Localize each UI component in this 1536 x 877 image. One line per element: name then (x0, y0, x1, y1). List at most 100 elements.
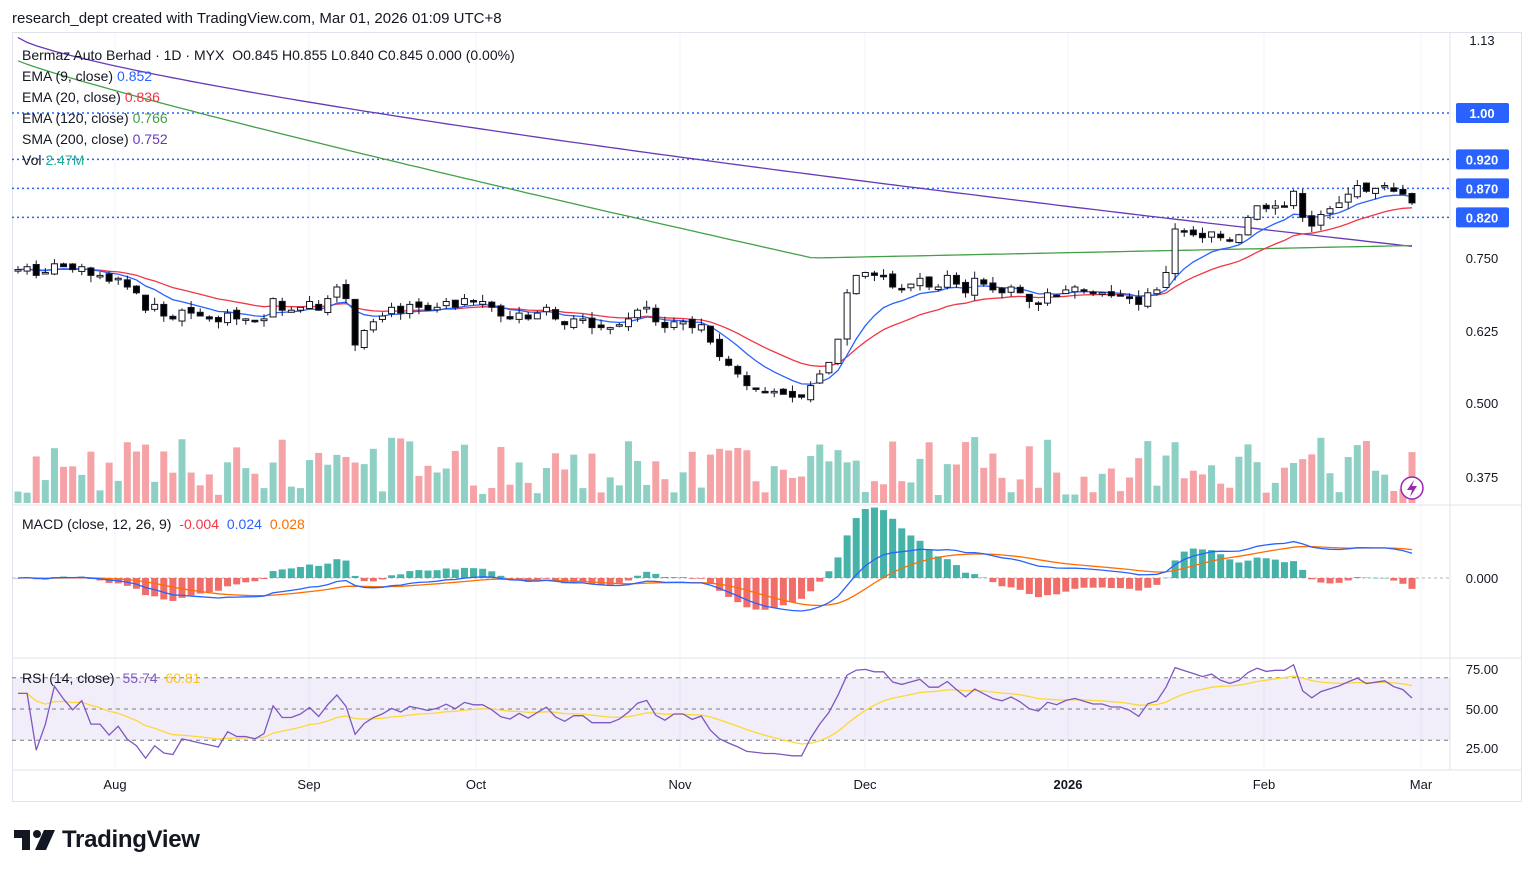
candle-body (169, 315, 177, 320)
volume-bar (980, 467, 988, 503)
candle-body (142, 294, 150, 311)
candle-body (515, 312, 523, 320)
volume-bar (889, 441, 897, 503)
candle-body (1025, 293, 1033, 303)
main-legend: Bermaz Auto Berhad · 1D · MYX O0.845 H0.… (22, 45, 519, 171)
candle-body (952, 274, 960, 285)
macd-hist-bar (889, 518, 897, 578)
legend-ema20-label: EMA (20, close) (22, 89, 121, 105)
macd-hist-bar (433, 570, 441, 578)
volume-bar (743, 450, 751, 503)
candle-body (761, 390, 769, 394)
volume-bar (296, 488, 304, 503)
candle-body (1244, 216, 1252, 236)
volume-bar (952, 464, 960, 503)
chart-frame[interactable] (12, 32, 1522, 802)
tradingview-logo-icon (14, 830, 55, 850)
ema20-line (17, 207, 1413, 367)
volume-bar (1253, 462, 1261, 503)
macd-signal-line (17, 545, 1413, 607)
candle-body (1089, 291, 1097, 295)
legend-vol-value: 2.47M (45, 152, 85, 168)
volume-bar (697, 487, 705, 503)
macd-hist-bar (1162, 577, 1170, 579)
candle-body (497, 305, 505, 317)
candle-body (160, 303, 168, 317)
lightning-icon-bolt (1407, 480, 1417, 497)
volume-bar (214, 494, 222, 503)
level-tag-label: 0.920 (1466, 152, 1499, 167)
volume-bar (852, 460, 860, 503)
volume-bar (160, 451, 168, 503)
candle-body (725, 358, 733, 366)
macd-hist-bar (442, 568, 450, 578)
candle-body (561, 321, 569, 326)
macd-hist-bar (880, 510, 888, 578)
macd-hist-bar (388, 575, 396, 578)
macd-hist-bar (1062, 578, 1070, 592)
macd-hist-bar (1408, 578, 1416, 589)
candle-body (1217, 233, 1225, 239)
legend-symbol: Bermaz Auto Berhad · 1D · MYX (22, 47, 225, 63)
candle-body (907, 283, 915, 289)
candle-body (1290, 190, 1298, 207)
macd-hist-bar (925, 549, 933, 578)
candle-body (1235, 234, 1243, 244)
candle-body (296, 306, 304, 311)
candle-body (634, 309, 642, 319)
volume-bar (934, 494, 942, 503)
price-axis-label: 0.625 (1466, 324, 1499, 339)
candle-body (552, 309, 560, 320)
tradingview-logo[interactable]: TradingView (14, 826, 200, 854)
macd-hist-bar (1326, 578, 1334, 584)
legend-title-row: Bermaz Auto Berhad · 1D · MYX O0.845 H0.… (22, 45, 519, 66)
candle-body (1144, 292, 1152, 307)
macd-hist-bar (224, 578, 232, 587)
macd-hist-bar (1089, 578, 1097, 588)
macd-hist-bar (1126, 578, 1134, 589)
time-axis-label: Sep (297, 777, 320, 792)
candle-body (1126, 296, 1134, 300)
macd-hist-bar (1344, 578, 1352, 581)
time-axis-label: Feb (1253, 777, 1275, 792)
volume-bar (870, 481, 878, 503)
macd-hist-bar (697, 578, 705, 579)
macd-hist-bar (652, 573, 660, 578)
volume-bar (1089, 492, 1097, 503)
candle-body (688, 318, 696, 329)
macd-hist-bar (843, 535, 851, 578)
candle-body (1135, 296, 1143, 305)
macd-hist-bar (306, 564, 314, 578)
volume-bar (151, 481, 159, 503)
candle-body (834, 338, 842, 364)
volume-bar (925, 442, 933, 503)
macd-hist-bar (360, 578, 368, 582)
volume-bar (606, 477, 614, 503)
candle-body (351, 298, 359, 346)
candle-body (843, 292, 851, 340)
candle-body (980, 279, 988, 285)
candle-body (1335, 202, 1343, 209)
macd-hist-bar (397, 574, 405, 578)
macd-hist-bar (269, 571, 277, 578)
candle-body (807, 385, 815, 401)
volume-bar (1362, 441, 1370, 503)
macd-hist-bar (1171, 560, 1179, 578)
candle-body (105, 273, 113, 282)
candle-body (470, 300, 478, 303)
macd-hist-bar (1034, 578, 1042, 598)
volume-bar (260, 488, 268, 503)
volume-bar (1271, 482, 1279, 503)
macd-hist-bar (962, 572, 970, 578)
macd-hist-bar (242, 578, 250, 583)
candle-body (23, 266, 31, 272)
macd-hist-bar (1153, 578, 1161, 585)
macd-hist-bar (552, 578, 560, 581)
volume-bar (861, 491, 869, 503)
candle-body (606, 327, 614, 330)
volume-bar (1062, 494, 1070, 503)
candle-body (205, 316, 213, 320)
volume-bar (69, 466, 77, 503)
macd-hist-bar (214, 578, 222, 591)
